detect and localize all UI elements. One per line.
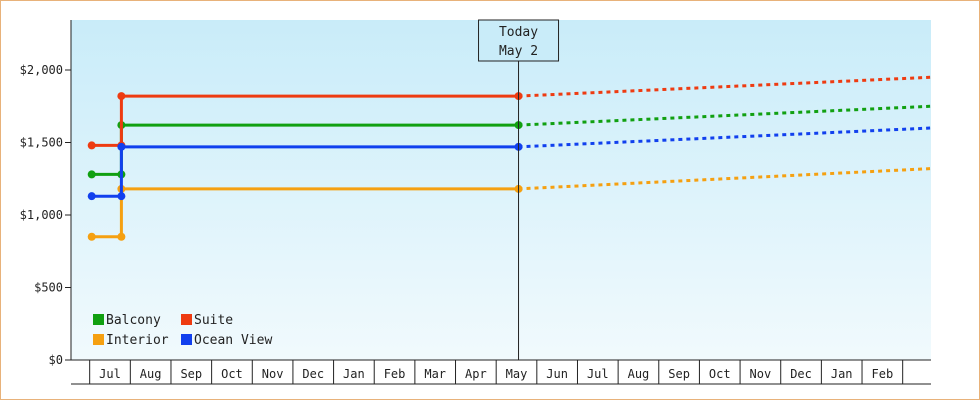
- series-point-suite: [87, 141, 96, 150]
- series-forecast-balcony: [518, 104, 932, 127]
- today-date: May 2: [499, 44, 538, 59]
- legend-swatch-suite: [181, 314, 192, 325]
- series-point-balcony: [87, 170, 96, 179]
- series-point-suite: [117, 92, 126, 101]
- y-tick-label: $2,000: [20, 63, 63, 77]
- x-tick-label: Oct: [221, 367, 243, 381]
- y-tick-label: $0: [49, 353, 63, 367]
- series-forecast-ocean-view: [518, 126, 932, 149]
- legend: Balcony Suite Interior Ocean View: [93, 313, 272, 348]
- y-tick-label: $1,500: [20, 136, 63, 150]
- x-tick-label: Nov: [262, 367, 284, 381]
- x-tick-label: Feb: [872, 367, 894, 381]
- series-line-ocean-view: [91, 145, 519, 198]
- x-tick-label: Sep: [180, 367, 202, 381]
- x-tick-label: Jan: [831, 367, 853, 381]
- x-tick-label: Jun: [546, 367, 568, 381]
- series-forecast-suite: [518, 75, 932, 98]
- x-tick-label: Feb: [384, 367, 406, 381]
- series-point-ocean-view: [117, 142, 126, 151]
- x-tick-label: Mar: [424, 367, 446, 381]
- y-tick-label: $500: [34, 281, 63, 295]
- series-line-suite: [91, 94, 519, 147]
- legend-label-interior: Interior: [106, 333, 169, 348]
- x-tick-label: Nov: [750, 367, 772, 381]
- y-axis: $0 $500 $1,000 $1,500 $2,000: [20, 20, 72, 367]
- y-tick-label: $1,000: [20, 208, 63, 222]
- x-tick-label: Sep: [668, 367, 690, 381]
- legend-swatch-interior: [93, 334, 104, 345]
- x-tick-label: Jul: [99, 367, 121, 381]
- series-forecast-interior: [518, 167, 932, 191]
- today-marker: Today May 2: [478, 19, 560, 360]
- x-tick-label: Jul: [587, 367, 609, 381]
- x-tick-label: Aug: [140, 367, 162, 381]
- series-point-ocean-view: [117, 192, 126, 201]
- series-point-interior: [87, 232, 96, 241]
- series-point-ocean-view: [87, 192, 96, 201]
- x-tick-label: Aug: [628, 367, 650, 381]
- x-tick-label: Jan: [343, 367, 365, 381]
- legend-label-balcony: Balcony: [106, 313, 161, 328]
- legend-label-suite: Suite: [194, 313, 233, 328]
- x-tick-label: May: [506, 367, 528, 381]
- today-label: Today: [499, 25, 538, 40]
- x-axis: Jul Aug Sep Oct Nov Dec Jan Feb Mar Apr May Jun Jul A…: [71, 359, 931, 385]
- series-line-interior: [91, 187, 519, 239]
- x-tick-label: Apr: [465, 367, 487, 381]
- legend-swatch-ocean-view: [181, 334, 192, 345]
- legend-label-ocean-view: Ocean View: [194, 333, 272, 348]
- series-layer: [87, 75, 932, 241]
- today-box: [478, 19, 560, 62]
- x-tick-label: Dec: [302, 367, 324, 381]
- legend-swatch-balcony: [93, 314, 104, 325]
- x-tick-label: Oct: [709, 367, 731, 381]
- series-point-interior: [117, 232, 126, 241]
- x-tick-label: Dec: [790, 367, 812, 381]
